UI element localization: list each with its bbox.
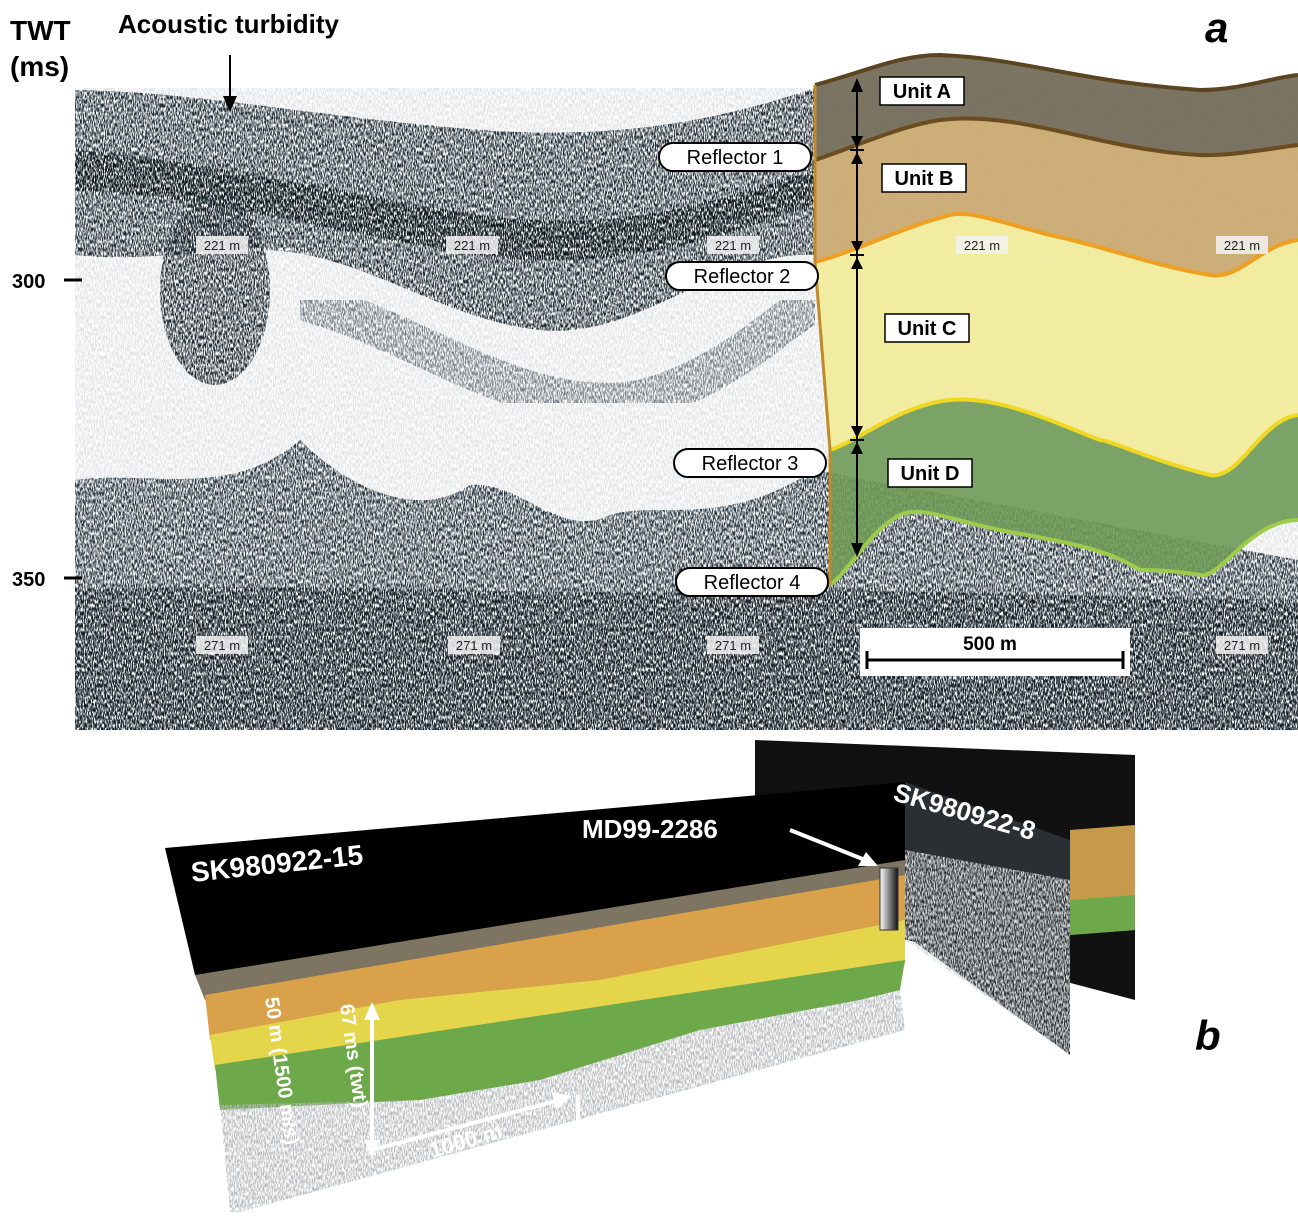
axis-title: TWT: [10, 15, 71, 46]
tick-label: 350: [12, 569, 45, 591]
figure: TWT (ms) 300 350 Acoustic turbidity a 22…: [0, 0, 1298, 1212]
unit-label: Unit D: [901, 463, 960, 485]
axis: TWT (ms) 300 350: [10, 15, 82, 591]
page: TWT (ms) 300 350 Acoustic turbidity a 22…: [0, 0, 1298, 1212]
depth-label: 221 m: [454, 238, 490, 253]
depth-label: 221 m: [1224, 238, 1260, 253]
scale-label: 500 m: [963, 634, 1017, 655]
depth-label: 271 m: [1224, 638, 1260, 653]
panel-label: a: [1205, 4, 1228, 51]
reflector-label: Reflector 2: [694, 266, 791, 288]
reflector-label: Reflector 3: [702, 453, 799, 475]
depth-label: 221 m: [964, 238, 1000, 253]
unit-label: Unit C: [898, 318, 957, 340]
depth-label: 271 m: [456, 638, 492, 653]
depth-label: 221 m: [204, 238, 240, 253]
reflector-label: Reflector 1: [687, 147, 784, 169]
core-label: MD99-2286: [582, 814, 718, 844]
depth-label: 271 m: [715, 638, 751, 653]
unit-label: Unit B: [895, 168, 954, 190]
unit-label: Unit A: [893, 81, 951, 103]
depth-label: 271 m: [204, 638, 240, 653]
axis-title: (ms): [10, 51, 69, 82]
panel-label: b: [1195, 1012, 1221, 1059]
depth-label: 221 m: [715, 238, 751, 253]
tick-label: 300: [12, 271, 45, 293]
reflector-label: Reflector 4: [704, 572, 801, 594]
annotation: Acoustic turbidity: [118, 9, 340, 39]
